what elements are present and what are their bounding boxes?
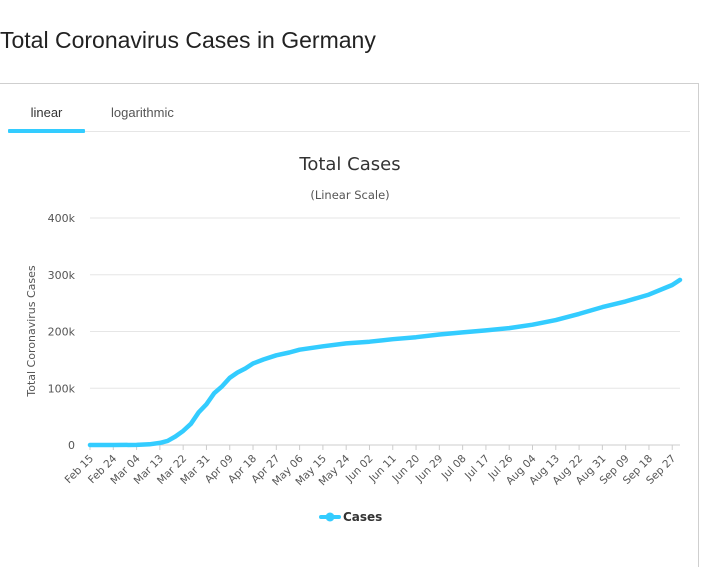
legend-label-cases: Cases <box>343 510 382 524</box>
legend[interactable]: Cases <box>319 510 382 524</box>
y-tick-label: 300k <box>48 269 76 282</box>
y-tick-labels: 0 100k 200k 300k 400k <box>48 212 76 452</box>
active-tab-indicator <box>8 129 85 133</box>
x-tick-label: Jul 17 <box>462 453 492 483</box>
page-title: Total Coronavirus Cases in Germany <box>0 27 376 53</box>
y-tick-label: 100k <box>48 382 76 395</box>
series-line-cases <box>87 277 683 448</box>
y-tick-label: 0 <box>68 439 75 452</box>
chart-panel: linear logarithmic <box>0 83 699 567</box>
chart-title: Total Cases <box>298 154 400 175</box>
tab-logarithmic[interactable]: logarithmic <box>111 105 174 120</box>
tab-linear[interactable]: linear <box>30 105 63 120</box>
scale-tabs: linear logarithmic <box>8 84 690 133</box>
x-tick-label: Jul 08 <box>439 453 469 483</box>
y-tick-label: 200k <box>48 326 76 339</box>
y-tick-label: 400k <box>48 212 76 225</box>
legend-marker-icon <box>325 512 335 522</box>
chart-subtitle: (Linear Scale) <box>310 188 389 202</box>
grid-layer <box>90 217 680 446</box>
y-axis-title: Total Coronavirus Cases <box>25 265 38 398</box>
